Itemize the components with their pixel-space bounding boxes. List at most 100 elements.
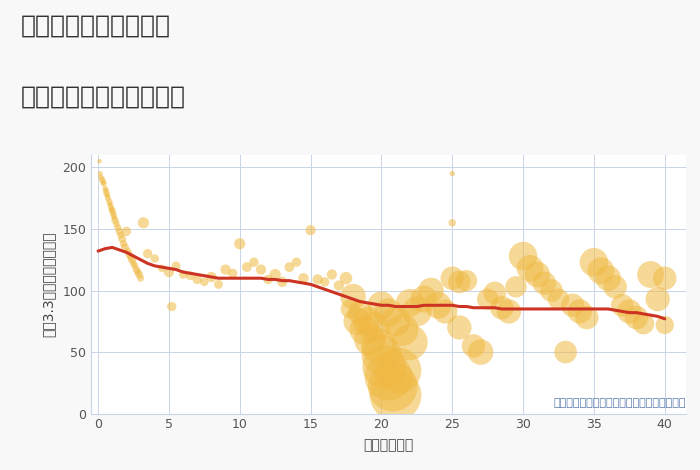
- Point: [390, 392, 401, 399]
- Point: [359, 326, 370, 334]
- Point: [241, 263, 253, 271]
- Point: [199, 278, 210, 286]
- Point: [130, 262, 141, 270]
- Point: [312, 276, 323, 283]
- Point: [365, 336, 376, 344]
- Point: [482, 295, 493, 303]
- Point: [652, 295, 664, 303]
- Text: 円の大きさは、取引のあった物件面積を示す: 円の大きさは、取引のあった物件面積を示す: [554, 399, 686, 408]
- Point: [131, 266, 142, 274]
- Point: [170, 262, 181, 270]
- Point: [94, 157, 105, 165]
- Point: [468, 342, 479, 350]
- Point: [426, 287, 437, 294]
- Point: [128, 259, 139, 267]
- Y-axis label: 坪（3.3㎡）単価（万円）: 坪（3.3㎡）単価（万円）: [41, 232, 55, 337]
- Point: [125, 253, 136, 261]
- Point: [524, 265, 536, 272]
- Point: [105, 203, 116, 211]
- Point: [362, 318, 373, 325]
- Point: [234, 240, 246, 248]
- Point: [227, 269, 238, 277]
- Point: [645, 271, 656, 278]
- Point: [610, 283, 621, 290]
- Point: [387, 383, 398, 390]
- Point: [588, 258, 599, 266]
- Point: [213, 281, 224, 288]
- Point: [138, 219, 149, 227]
- Point: [475, 348, 486, 356]
- Point: [631, 314, 642, 321]
- Point: [121, 227, 132, 235]
- Point: [107, 209, 118, 217]
- Point: [127, 256, 138, 264]
- Point: [447, 170, 458, 177]
- Point: [376, 302, 387, 309]
- Point: [503, 308, 514, 315]
- Point: [118, 240, 130, 248]
- Point: [383, 309, 394, 316]
- Point: [553, 295, 564, 303]
- Point: [404, 338, 415, 346]
- Point: [659, 321, 671, 329]
- Point: [104, 201, 116, 208]
- Point: [284, 263, 295, 271]
- Point: [347, 293, 358, 300]
- Point: [102, 192, 113, 199]
- Point: [149, 255, 160, 262]
- Point: [124, 251, 135, 258]
- Point: [163, 268, 174, 276]
- Point: [596, 267, 607, 274]
- Point: [624, 308, 635, 315]
- Point: [185, 272, 196, 280]
- Point: [122, 247, 134, 255]
- Point: [262, 276, 274, 283]
- Point: [393, 367, 404, 374]
- X-axis label: 築年数（年）: 築年数（年）: [363, 439, 414, 453]
- Text: 築年数別中古戸建て価格: 築年数別中古戸建て価格: [21, 85, 186, 109]
- Point: [156, 265, 167, 272]
- Point: [106, 205, 117, 213]
- Point: [369, 324, 380, 331]
- Point: [440, 308, 451, 315]
- Text: 東京都玉川学園前駅の: 東京都玉川学園前駅の: [21, 14, 171, 38]
- Point: [638, 320, 649, 328]
- Point: [539, 279, 550, 287]
- Point: [532, 271, 543, 278]
- Point: [192, 276, 203, 283]
- Point: [108, 214, 120, 222]
- Point: [383, 373, 394, 380]
- Point: [102, 195, 113, 202]
- Point: [567, 302, 578, 309]
- Point: [603, 274, 614, 282]
- Point: [355, 309, 366, 316]
- Point: [256, 266, 267, 274]
- Point: [574, 308, 585, 315]
- Point: [98, 180, 109, 187]
- Point: [120, 243, 131, 251]
- Point: [305, 227, 316, 234]
- Point: [351, 318, 363, 325]
- Point: [517, 252, 528, 260]
- Point: [433, 302, 444, 309]
- Point: [659, 274, 671, 282]
- Point: [108, 212, 119, 219]
- Point: [113, 227, 125, 235]
- Point: [461, 277, 472, 284]
- Point: [404, 299, 415, 306]
- Point: [104, 198, 115, 206]
- Point: [340, 274, 351, 282]
- Point: [97, 179, 108, 186]
- Point: [298, 274, 309, 282]
- Point: [270, 271, 281, 278]
- Point: [99, 185, 111, 192]
- Point: [376, 351, 387, 358]
- Point: [97, 176, 108, 183]
- Point: [132, 268, 144, 276]
- Point: [560, 348, 571, 356]
- Point: [134, 271, 145, 278]
- Point: [344, 305, 356, 313]
- Point: [379, 363, 390, 370]
- Point: [111, 220, 122, 228]
- Point: [117, 235, 128, 243]
